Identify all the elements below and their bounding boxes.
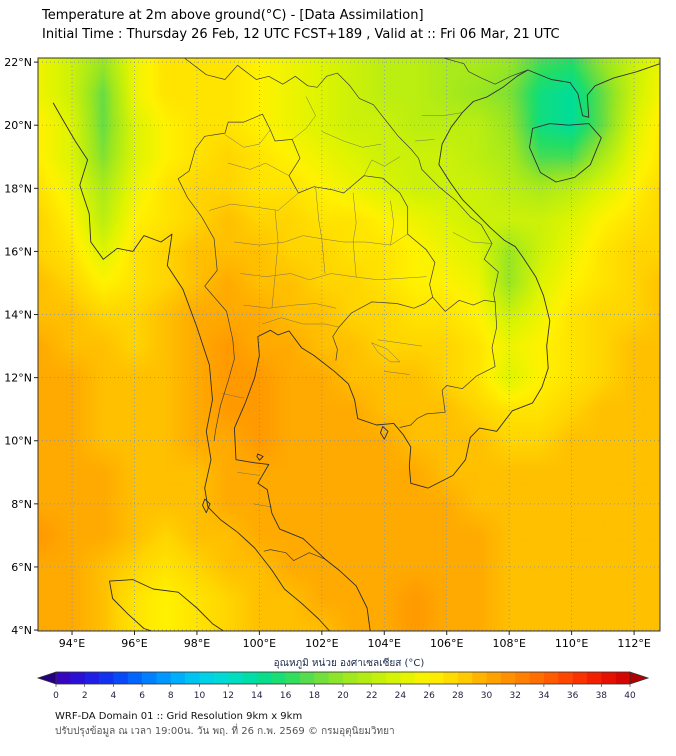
colorbar-tick-label: 24 xyxy=(395,691,407,701)
colorbar-cell xyxy=(113,672,129,684)
colorbar-cell xyxy=(170,672,186,684)
colorbar-cell xyxy=(299,672,315,684)
colorbar-cell xyxy=(285,672,301,684)
colorbar-cell xyxy=(457,672,473,684)
map-subtitle: Initial Time : Thursday 26 Feb, 12 UTC F… xyxy=(42,27,560,42)
colorbar-cell xyxy=(572,672,588,684)
lat-tick-label: 22°N xyxy=(4,56,32,69)
colorbar-cell xyxy=(127,672,143,684)
colorbar-tick-label: 4 xyxy=(111,691,117,701)
colorbar-cell xyxy=(228,672,243,684)
colorbar-over-arrow xyxy=(629,671,650,685)
colorbar-cell xyxy=(357,672,372,684)
lat-tick-label: 16°N xyxy=(4,245,32,258)
colorbar-cell xyxy=(400,672,416,684)
colorbar-cell xyxy=(543,672,559,684)
header: Temperature at 2m above ground(°C) - [Da… xyxy=(42,6,560,44)
colorbar-tick-label: 6 xyxy=(139,691,145,701)
colorbar-cell xyxy=(84,672,100,684)
colorbar-cell xyxy=(328,672,344,684)
colorbar-cell xyxy=(601,672,616,684)
colorbar-cell xyxy=(558,672,573,684)
lat-tick-label: 10°N xyxy=(4,435,32,448)
colorbar-cell xyxy=(486,672,502,684)
colorbar-cell xyxy=(515,672,530,684)
colorbar-tick-label: 20 xyxy=(337,691,349,701)
lon-tick-label: 100°E xyxy=(243,637,276,650)
lon-tick-label: 104°E xyxy=(368,637,401,650)
colorbar-tick-label: 32 xyxy=(509,691,520,701)
colorbar-tick-label: 22 xyxy=(366,691,377,701)
colorbar-under-arrow xyxy=(36,671,57,685)
colorbar-tick-label: 0 xyxy=(53,691,59,701)
lon-tick-label: 94°E xyxy=(59,637,85,650)
colorbar-cell xyxy=(414,672,430,684)
colorbar-cell xyxy=(443,672,459,684)
colorbar-tick-label: 40 xyxy=(624,691,636,701)
lat-tick-label: 4°N xyxy=(11,624,32,637)
colorbar-tick-label: 14 xyxy=(251,691,263,701)
colorbar-cell xyxy=(586,672,602,684)
colorbar-cell xyxy=(386,672,401,684)
colorbar-cell xyxy=(472,672,487,684)
lon-tick-label: 96°E xyxy=(121,637,147,650)
colorbar-cell xyxy=(213,672,229,684)
colorbar-tick-label: 16 xyxy=(280,691,292,701)
colorbar-tick-label: 18 xyxy=(309,691,321,701)
colorbar-cell xyxy=(256,672,272,684)
colorbar-tick-label: 38 xyxy=(596,691,608,701)
colorbar-cell xyxy=(371,672,387,684)
colorbar-tick-label: 8 xyxy=(168,691,174,701)
colorbar-cell xyxy=(142,672,157,684)
colorbar-tick-label: 30 xyxy=(481,691,493,701)
colorbar-tick-label: 26 xyxy=(423,691,435,701)
colorbar-cell xyxy=(70,672,85,684)
lon-tick-label: 106°E xyxy=(430,637,463,650)
domain-info: WRF-DA Domain 01 :: Grid Resolution 9km … xyxy=(55,711,303,722)
colorbar-label: อุณหภูมิ หน่วย องศาเซลเซียส (°C) xyxy=(273,658,425,669)
colorbar-tick-label: 28 xyxy=(452,691,464,701)
colorbar-tick-label: 36 xyxy=(567,691,579,701)
colorbar-cell xyxy=(429,672,444,684)
lon-tick-label: 112°E xyxy=(617,637,650,650)
colorbar-cell xyxy=(199,672,215,684)
lat-tick-label: 12°N xyxy=(4,372,32,385)
lon-tick-label: 98°E xyxy=(184,637,210,650)
lon-tick-label: 108°E xyxy=(492,637,525,650)
colorbar-cell xyxy=(99,672,114,684)
temperature-field-canvas xyxy=(38,58,660,631)
map-title: Temperature at 2m above ground(°C) - [Da… xyxy=(42,8,424,23)
colorbar-cell xyxy=(185,672,200,684)
update-info: ปรับปรุงข้อมูล ณ เวลา 19:00น. วัน พฤ. ที… xyxy=(55,726,395,737)
lat-tick-label: 20°N xyxy=(4,119,32,132)
colorbar-cell xyxy=(271,672,286,684)
colorbar-cell xyxy=(500,672,516,684)
colorbar-cell xyxy=(56,672,71,684)
lat-tick-label: 18°N xyxy=(4,182,32,195)
lat-tick-label: 8°N xyxy=(11,498,32,511)
colorbar-cell xyxy=(343,672,358,684)
colorbar-tick-label: 2 xyxy=(82,691,88,701)
colorbar-tick-label: 10 xyxy=(194,691,206,701)
colorbar: 0 2 4 6 8 10 12 14 16 18 20 22 24 26 28 30 32 34 36 38 40 xyxy=(36,671,650,701)
colorbar-cell xyxy=(615,672,631,684)
lon-tick-label: 110°E xyxy=(555,637,588,650)
lat-tick-label: 6°N xyxy=(11,561,32,574)
colorbar-cell xyxy=(314,672,329,684)
lat-tick-label: 14°N xyxy=(4,309,32,322)
lon-tick-label: 102°E xyxy=(305,637,338,650)
colorbar-cell xyxy=(529,672,545,684)
colorbar-cell xyxy=(156,672,172,684)
colorbar-tick-label: 12 xyxy=(222,691,233,701)
footer: WRF-DA Domain 01 :: Grid Resolution 9km … xyxy=(55,709,395,739)
colorbar-tick-label: 34 xyxy=(538,691,550,701)
colorbar-cell xyxy=(242,672,258,684)
